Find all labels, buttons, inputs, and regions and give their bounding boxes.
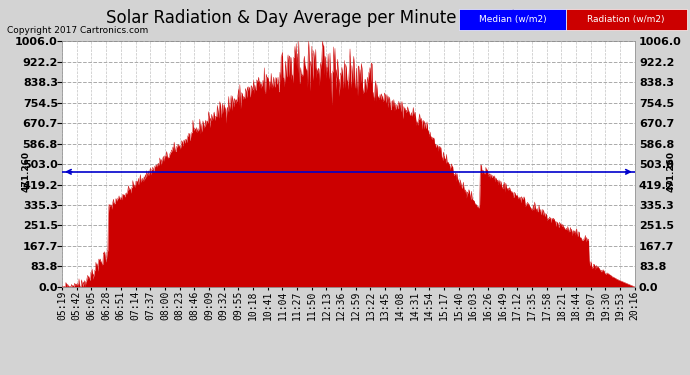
Text: Solar Radiation & Day Average per Minute Tue Jul 4 20:36: Solar Radiation & Day Average per Minute… <box>106 9 584 27</box>
Text: 471.260: 471.260 <box>667 151 676 192</box>
Text: Radiation (w/m2): Radiation (w/m2) <box>587 15 665 24</box>
Text: Median (w/m2): Median (w/m2) <box>478 15 546 24</box>
Text: 471.260: 471.260 <box>21 151 30 192</box>
Text: Copyright 2017 Cartronics.com: Copyright 2017 Cartronics.com <box>7 26 148 35</box>
